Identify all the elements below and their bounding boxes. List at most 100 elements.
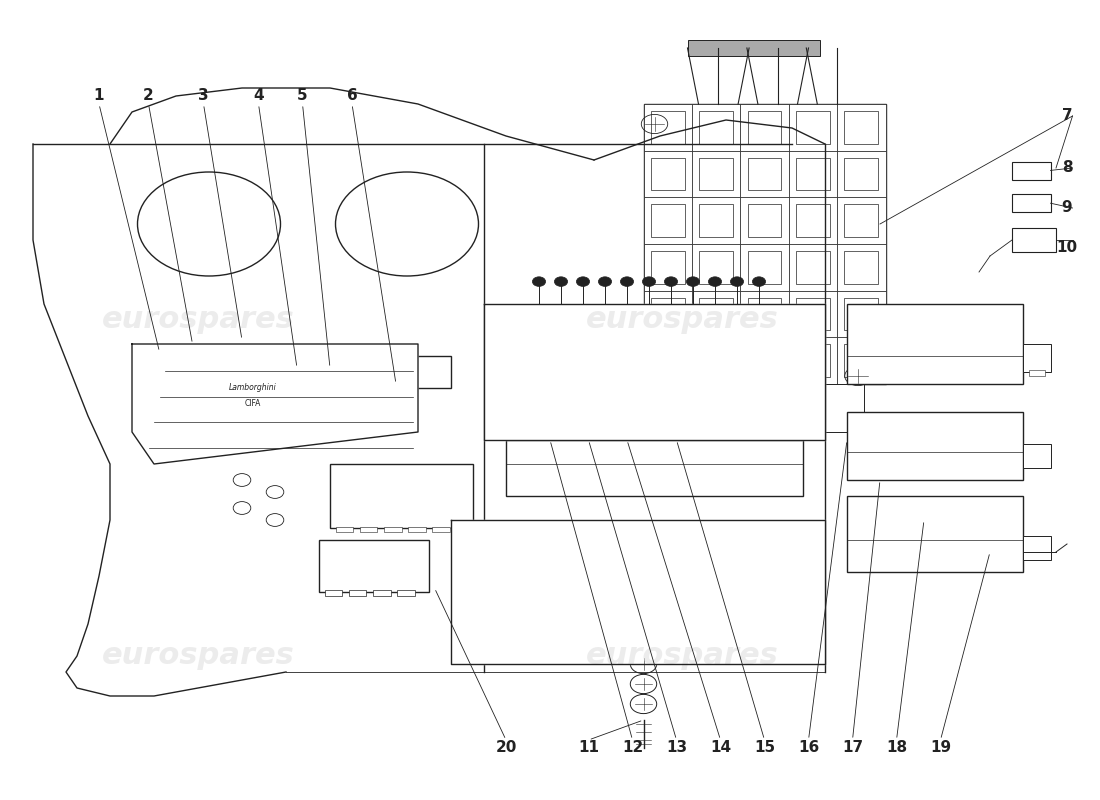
Text: Lamborghini: Lamborghini [229, 383, 277, 393]
Bar [796, 158, 829, 190]
Bar [644, 104, 886, 384]
Bar [1028, 370, 1045, 376]
Bar [740, 338, 789, 384]
Bar [789, 290, 837, 338]
Text: 18: 18 [886, 741, 907, 755]
Bar [796, 111, 829, 144]
Circle shape [686, 277, 700, 286]
Bar [336, 527, 353, 532]
Bar [700, 111, 733, 144]
Circle shape [642, 277, 656, 286]
Bar [837, 104, 886, 150]
Bar [360, 527, 377, 532]
Bar [644, 290, 692, 338]
Bar [748, 298, 781, 330]
Circle shape [752, 277, 766, 286]
Bar [796, 344, 829, 377]
Text: eurospares: eurospares [585, 642, 779, 670]
Bar [692, 244, 740, 290]
Text: 12: 12 [621, 741, 643, 755]
Circle shape [664, 277, 678, 286]
Bar [188, 346, 198, 356]
Circle shape [554, 277, 568, 286]
Bar [1023, 344, 1050, 372]
Bar [324, 590, 342, 596]
Bar [349, 590, 366, 596]
Bar [651, 111, 684, 144]
Bar [742, 384, 797, 432]
Bar [692, 150, 740, 198]
Bar [796, 204, 829, 237]
Bar [837, 150, 886, 198]
Polygon shape [451, 520, 825, 664]
Bar [692, 290, 740, 338]
Bar [748, 344, 781, 377]
Bar [373, 590, 390, 596]
Bar [845, 204, 878, 237]
Text: 2: 2 [143, 89, 154, 103]
Bar [651, 204, 684, 237]
Bar [201, 346, 211, 356]
Bar [506, 440, 803, 496]
Bar [651, 251, 684, 284]
Bar [796, 298, 829, 330]
Bar [397, 590, 415, 596]
Bar [390, 356, 451, 388]
Bar [162, 346, 172, 356]
Bar [644, 198, 692, 244]
Bar [644, 338, 692, 384]
Circle shape [576, 277, 590, 286]
Bar [740, 244, 789, 290]
Text: 11: 11 [578, 741, 600, 755]
Bar [748, 111, 781, 144]
Bar [847, 496, 1023, 572]
Bar [837, 198, 886, 244]
Bar [700, 158, 733, 190]
Bar [789, 244, 837, 290]
Bar [1023, 444, 1050, 468]
Bar [845, 111, 878, 144]
Bar [175, 346, 185, 356]
Bar [789, 198, 837, 244]
Bar [789, 338, 837, 384]
Circle shape [620, 277, 634, 286]
Bar [789, 104, 837, 150]
Bar [330, 464, 473, 528]
Bar [384, 527, 402, 532]
Text: 10: 10 [1056, 241, 1078, 255]
Bar [845, 344, 878, 377]
Text: 16: 16 [798, 741, 820, 755]
Text: 4: 4 [253, 89, 264, 103]
Bar [692, 338, 740, 384]
Bar [847, 412, 1023, 480]
Bar [1012, 228, 1056, 252]
Bar [432, 527, 450, 532]
Text: 3: 3 [198, 89, 209, 103]
Bar [651, 298, 684, 330]
Bar [319, 540, 429, 592]
Bar [651, 344, 684, 377]
Circle shape [730, 277, 744, 286]
Circle shape [708, 277, 722, 286]
Bar [808, 384, 864, 432]
Text: 7: 7 [1062, 109, 1072, 123]
Bar [740, 104, 789, 150]
Text: eurospares: eurospares [101, 306, 295, 334]
Bar [700, 251, 733, 284]
Text: 8: 8 [1062, 161, 1072, 175]
Text: 19: 19 [930, 741, 952, 755]
Text: eurospares: eurospares [585, 306, 779, 334]
Bar [651, 158, 684, 190]
Text: 13: 13 [666, 741, 688, 755]
Circle shape [598, 277, 612, 286]
Bar [796, 251, 829, 284]
Bar [740, 198, 789, 244]
Bar [408, 527, 426, 532]
Circle shape [532, 277, 546, 286]
Bar [654, 384, 710, 432]
Bar [644, 104, 692, 150]
Bar [740, 290, 789, 338]
Bar [700, 204, 733, 237]
Bar [845, 251, 878, 284]
Polygon shape [132, 344, 418, 464]
